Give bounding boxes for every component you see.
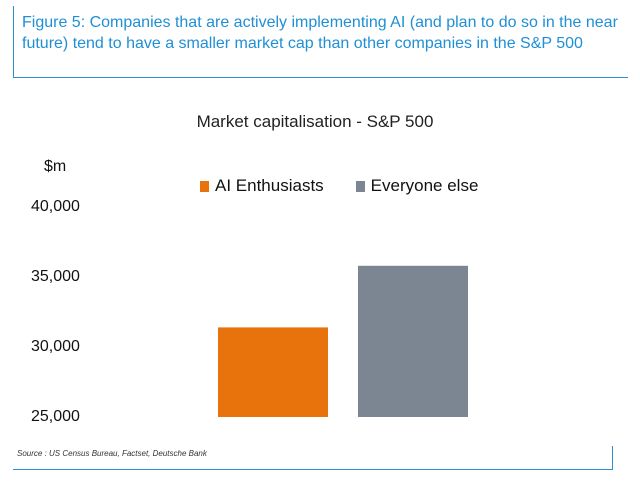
chart-legend: AI Enthusiasts Everyone else <box>200 176 510 196</box>
y-tick-label: 30,000 <box>31 338 80 355</box>
bar-ai-enthusiasts <box>218 327 328 417</box>
source-note: Source : US Census Bureau, Factset, Deut… <box>17 449 207 458</box>
bar-everyone-else <box>358 265 468 417</box>
legend-swatch-ai-enthusiasts <box>200 180 209 192</box>
legend-item-ai-enthusiasts: AI Enthusiasts <box>200 176 324 196</box>
y-tick-label: 40,000 <box>31 198 80 215</box>
chart-title: Market capitalisation - S&P 500 <box>196 112 434 131</box>
legend-item-everyone-else: Everyone else <box>355 176 479 196</box>
legend-label-ai-enthusiasts: AI Enthusiasts <box>215 176 324 195</box>
legend-swatch-everyone-else <box>355 180 365 192</box>
source-box: Source : US Census Bureau, Factset, Deut… <box>13 446 613 470</box>
legend-label-everyone-else: Everyone else <box>370 176 479 195</box>
figure-caption-box: Figure 5: Companies that are actively im… <box>13 6 628 78</box>
y-axis-unit-label: $m <box>44 158 67 175</box>
y-tick-label: 35,000 <box>31 268 80 285</box>
y-tick-label: 25,000 <box>31 408 80 425</box>
figure-caption: Figure 5: Companies that are actively im… <box>22 14 618 52</box>
